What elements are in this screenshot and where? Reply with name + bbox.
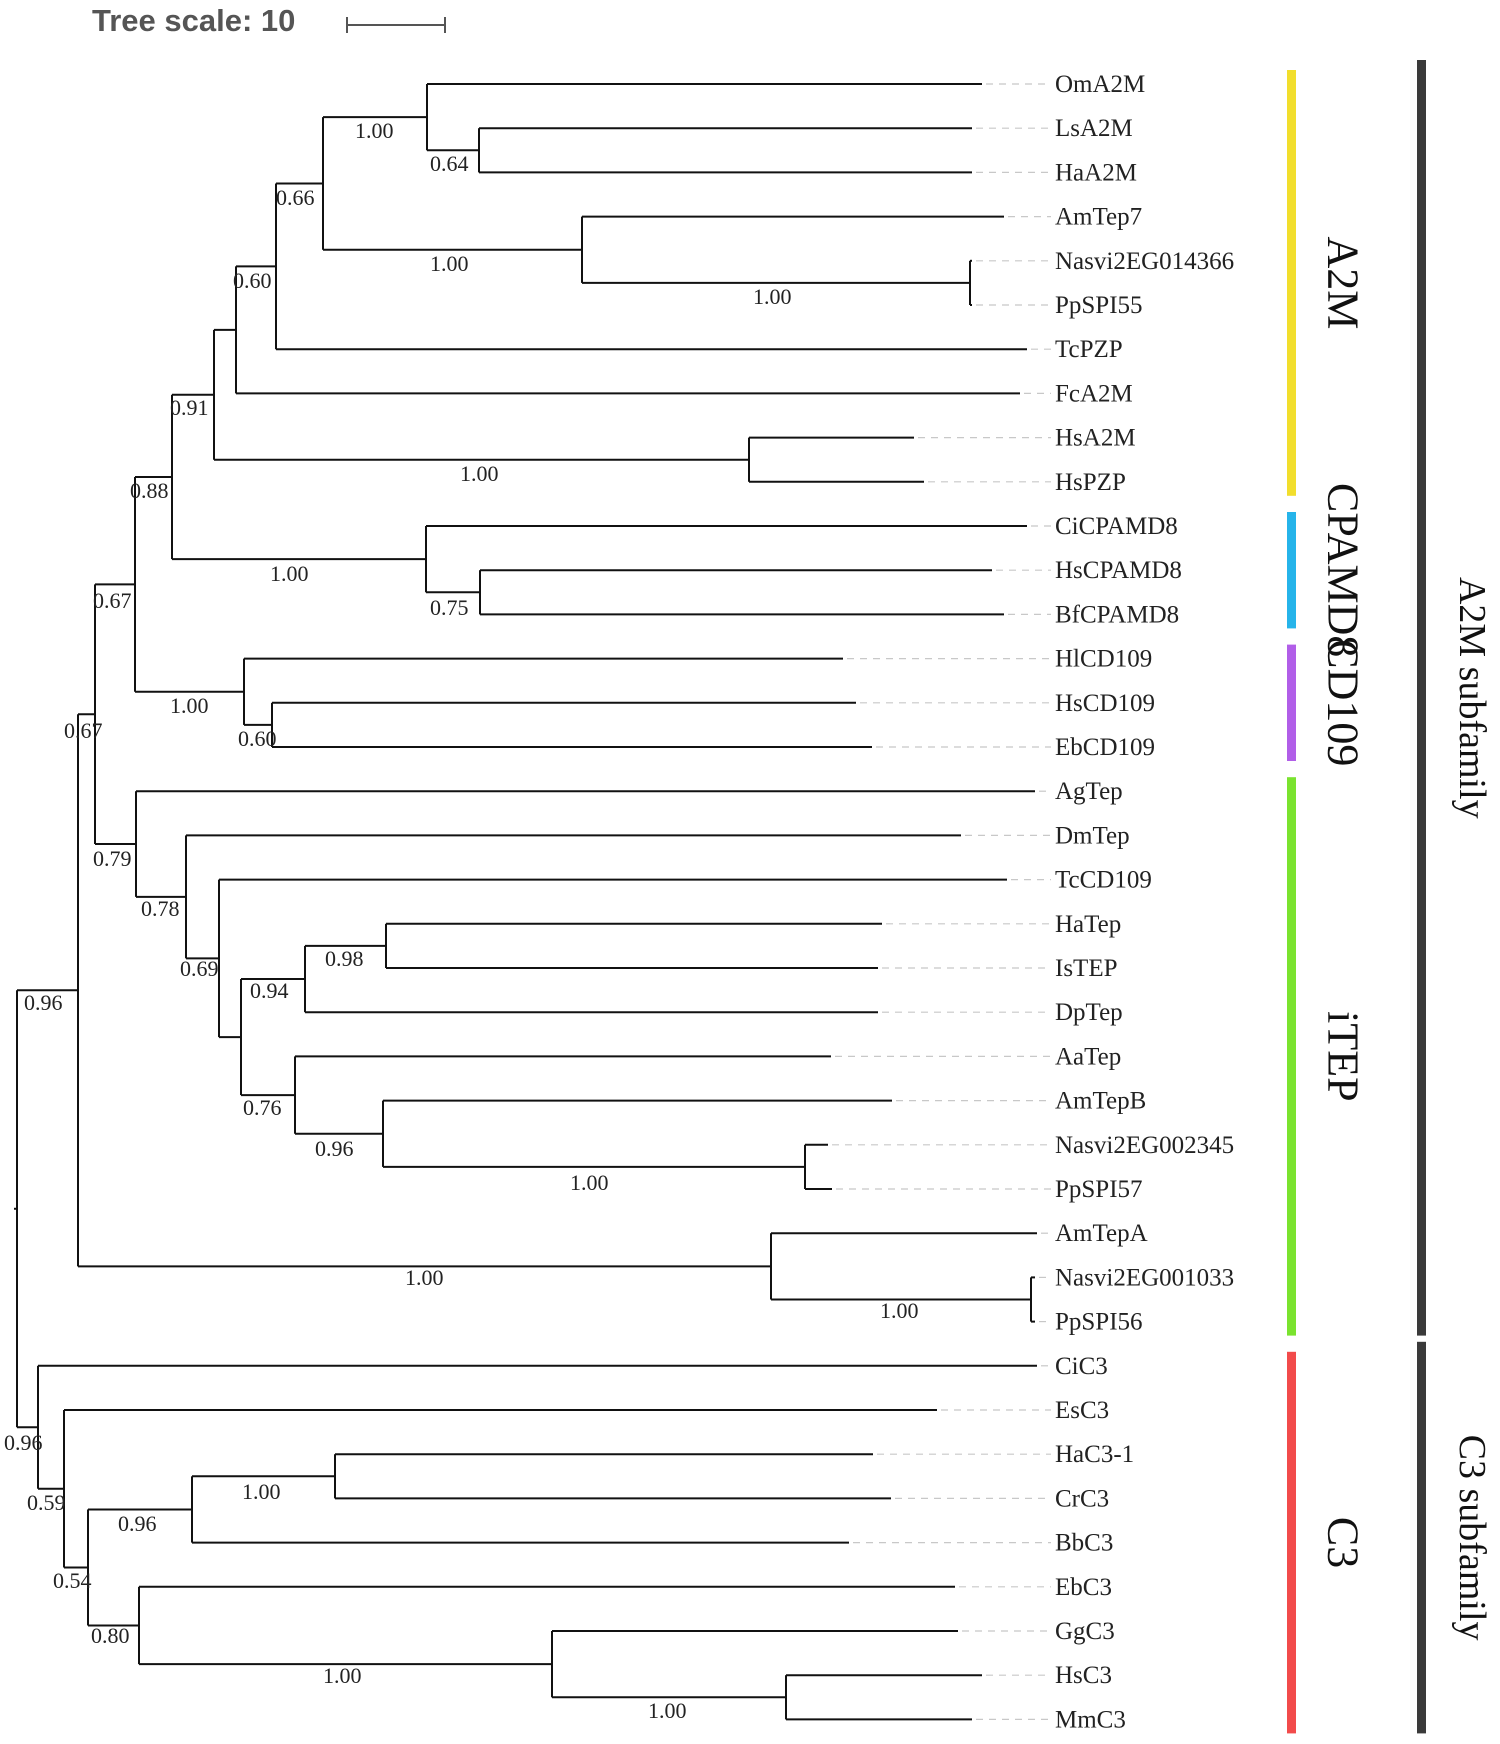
support-n_067b: 0.67 <box>64 718 103 743</box>
tree-scale-label: Tree scale: 10 <box>92 3 295 38</box>
leaf-label-LsA2M: LsA2M <box>1055 115 1133 142</box>
clade-label-A2M: A2M <box>1319 236 1368 329</box>
leaf-label-CrC3: CrC3 <box>1055 1485 1109 1512</box>
leaf-label-Nasvi2EG002345: Nasvi2EG002345 <box>1055 1132 1234 1159</box>
support-n_gg: 1.00 <box>323 1663 362 1688</box>
leaf-label-EbC3: EbC3 <box>1055 1574 1112 1601</box>
clade-label-CPAMD8: CPAMD8 <box>1319 483 1368 657</box>
leaf-label-HaTep: HaTep <box>1055 911 1121 938</box>
support-n_088: 0.88 <box>130 478 169 503</box>
clade-bar-C3 <box>1287 1351 1296 1734</box>
support-n_060a: 0.60 <box>233 268 272 293</box>
family-label-c3-subfamily: C3 subfamily <box>1451 1435 1493 1641</box>
support-n_091: 0.91 <box>170 395 209 420</box>
support-n_om: 1.00 <box>355 118 394 143</box>
support-n_094: 0.94 <box>250 978 289 1003</box>
leaf-label-TcCD109: TcCD109 <box>1055 867 1152 894</box>
support-n_hsmm: 1.00 <box>648 1698 687 1723</box>
leaf-label-CiCPAMD8: CiCPAMD8 <box>1055 513 1178 540</box>
leaf-label-BbC3: BbC3 <box>1055 1530 1113 1557</box>
support-n_amA: 1.00 <box>405 1265 444 1290</box>
support-n_096b: 0.96 <box>315 1136 354 1161</box>
support-n_096d: 0.96 <box>118 1511 157 1536</box>
leaf-label-DmTep: DmTep <box>1055 822 1130 849</box>
subfamily-bars: A2M subfamily C3 subfamily <box>1417 60 1493 1734</box>
leaf-label-GgC3: GgC3 <box>1055 1618 1115 1645</box>
support-n_ls_ha: 0.64 <box>430 151 469 176</box>
clade-bar-CPAMD8 <box>1287 512 1296 629</box>
leaf-label-AgTep: AgTep <box>1055 778 1123 805</box>
leaf-label-HlCD109: HlCD109 <box>1055 646 1152 673</box>
leaf-label-CiC3: CiC3 <box>1055 1353 1108 1380</box>
clade-label-iTEP: iTEP <box>1319 1011 1368 1101</box>
support-n_078: 0.78 <box>141 896 180 921</box>
leader-lines <box>832 83 1051 1721</box>
support-n_hsbf: 0.75 <box>430 595 469 620</box>
support-n_nas55: 1.00 <box>753 284 792 309</box>
leaf-label-DpTep: DpTep <box>1055 999 1123 1026</box>
leaf-label-HsPZP: HsPZP <box>1055 469 1126 496</box>
support-n_098: 0.98 <box>325 946 364 971</box>
leaf-label-IsTEP: IsTEP <box>1055 955 1118 982</box>
support-n_080: 0.80 <box>91 1623 130 1648</box>
leaf-label-AmTepB: AmTepB <box>1055 1088 1146 1115</box>
family-bar-c3-subfamily <box>1417 1341 1426 1734</box>
support-n_096c: 0.96 <box>4 1430 43 1455</box>
leaf-label-OmA2M: OmA2M <box>1055 71 1145 98</box>
leaf-label-TcPZP: TcPZP <box>1055 336 1123 363</box>
tree-scale: Tree scale: 10 <box>92 3 446 38</box>
support-n_am7: 1.00 <box>430 251 469 276</box>
leaf-labels: OmA2M LsA2M HaA2M AmTep7 Nasvi2EG014366 PpSPI… <box>1055 71 1234 1733</box>
support-n_059: 0.59 <box>27 1490 66 1515</box>
clade-bar-iTEP <box>1287 777 1296 1336</box>
clade-label-CD109: CD109 <box>1319 639 1368 766</box>
leaf-label-HaA2M: HaA2M <box>1055 159 1137 186</box>
support-values: 0.64 1.00 1.00 1.00 0.66 0.60 1.00 0.91 0.75 1.00… <box>4 118 919 1723</box>
support-n_nas56: 1.00 <box>880 1298 919 1323</box>
support-n_067a: 0.67 <box>93 588 132 613</box>
family-bar-a2m-subfamily <box>1417 60 1426 1336</box>
leaf-label-EsC3: EsC3 <box>1055 1397 1109 1424</box>
leaf-label-BfCPAMD8: BfCPAMD8 <box>1055 601 1179 628</box>
support-n_079: 0.79 <box>93 846 132 871</box>
support-n_060b: 0.60 <box>238 726 277 751</box>
support-n_cd109: 1.00 <box>170 693 209 718</box>
support-n_hac3: 1.00 <box>242 1479 281 1504</box>
support-n_cpamd: 1.00 <box>270 561 309 586</box>
support-n_hs: 1.00 <box>460 461 499 486</box>
leaf-label-HsC3: HsC3 <box>1055 1662 1112 1689</box>
leaf-label-AaTep: AaTep <box>1055 1043 1121 1070</box>
leaf-label-Nasvi2EG014366: Nasvi2EG014366 <box>1055 248 1234 275</box>
leaf-label-FcA2M: FcA2M <box>1055 380 1133 407</box>
leaf-label-HsCD109: HsCD109 <box>1055 690 1155 717</box>
support-n_076: 0.76 <box>243 1095 282 1120</box>
leaf-label-MmC3: MmC3 <box>1055 1706 1126 1733</box>
leaf-label-AmTep7: AmTep7 <box>1055 204 1142 231</box>
support-n_nas57: 1.00 <box>570 1170 609 1195</box>
clade-bar-CD109 <box>1287 644 1296 761</box>
clade-bar-A2M <box>1287 70 1296 496</box>
clade-label-C3: C3 <box>1319 1517 1368 1568</box>
leaf-label-Nasvi2EG001033: Nasvi2EG001033 <box>1055 1264 1234 1291</box>
leaf-label-HsCPAMD8: HsCPAMD8 <box>1055 557 1182 584</box>
family-label-a2m-subfamily: A2M subfamily <box>1451 577 1493 819</box>
branches <box>14 83 1037 1721</box>
leaf-label-HaC3-1: HaC3-1 <box>1055 1441 1134 1468</box>
support-n_066: 0.66 <box>276 185 315 210</box>
support-n_069: 0.69 <box>180 956 219 981</box>
support-n_054: 0.54 <box>53 1568 92 1593</box>
leaf-label-PpSPI57: PpSPI57 <box>1055 1176 1143 1203</box>
leaf-label-PpSPI55: PpSPI55 <box>1055 292 1143 319</box>
leaf-label-EbCD109: EbCD109 <box>1055 734 1155 761</box>
support-n_096a: 0.96 <box>24 990 63 1015</box>
leaf-label-AmTepA: AmTepA <box>1055 1220 1148 1247</box>
leaf-label-HsA2M: HsA2M <box>1055 425 1136 452</box>
leaf-label-PpSPI56: PpSPI56 <box>1055 1309 1143 1336</box>
